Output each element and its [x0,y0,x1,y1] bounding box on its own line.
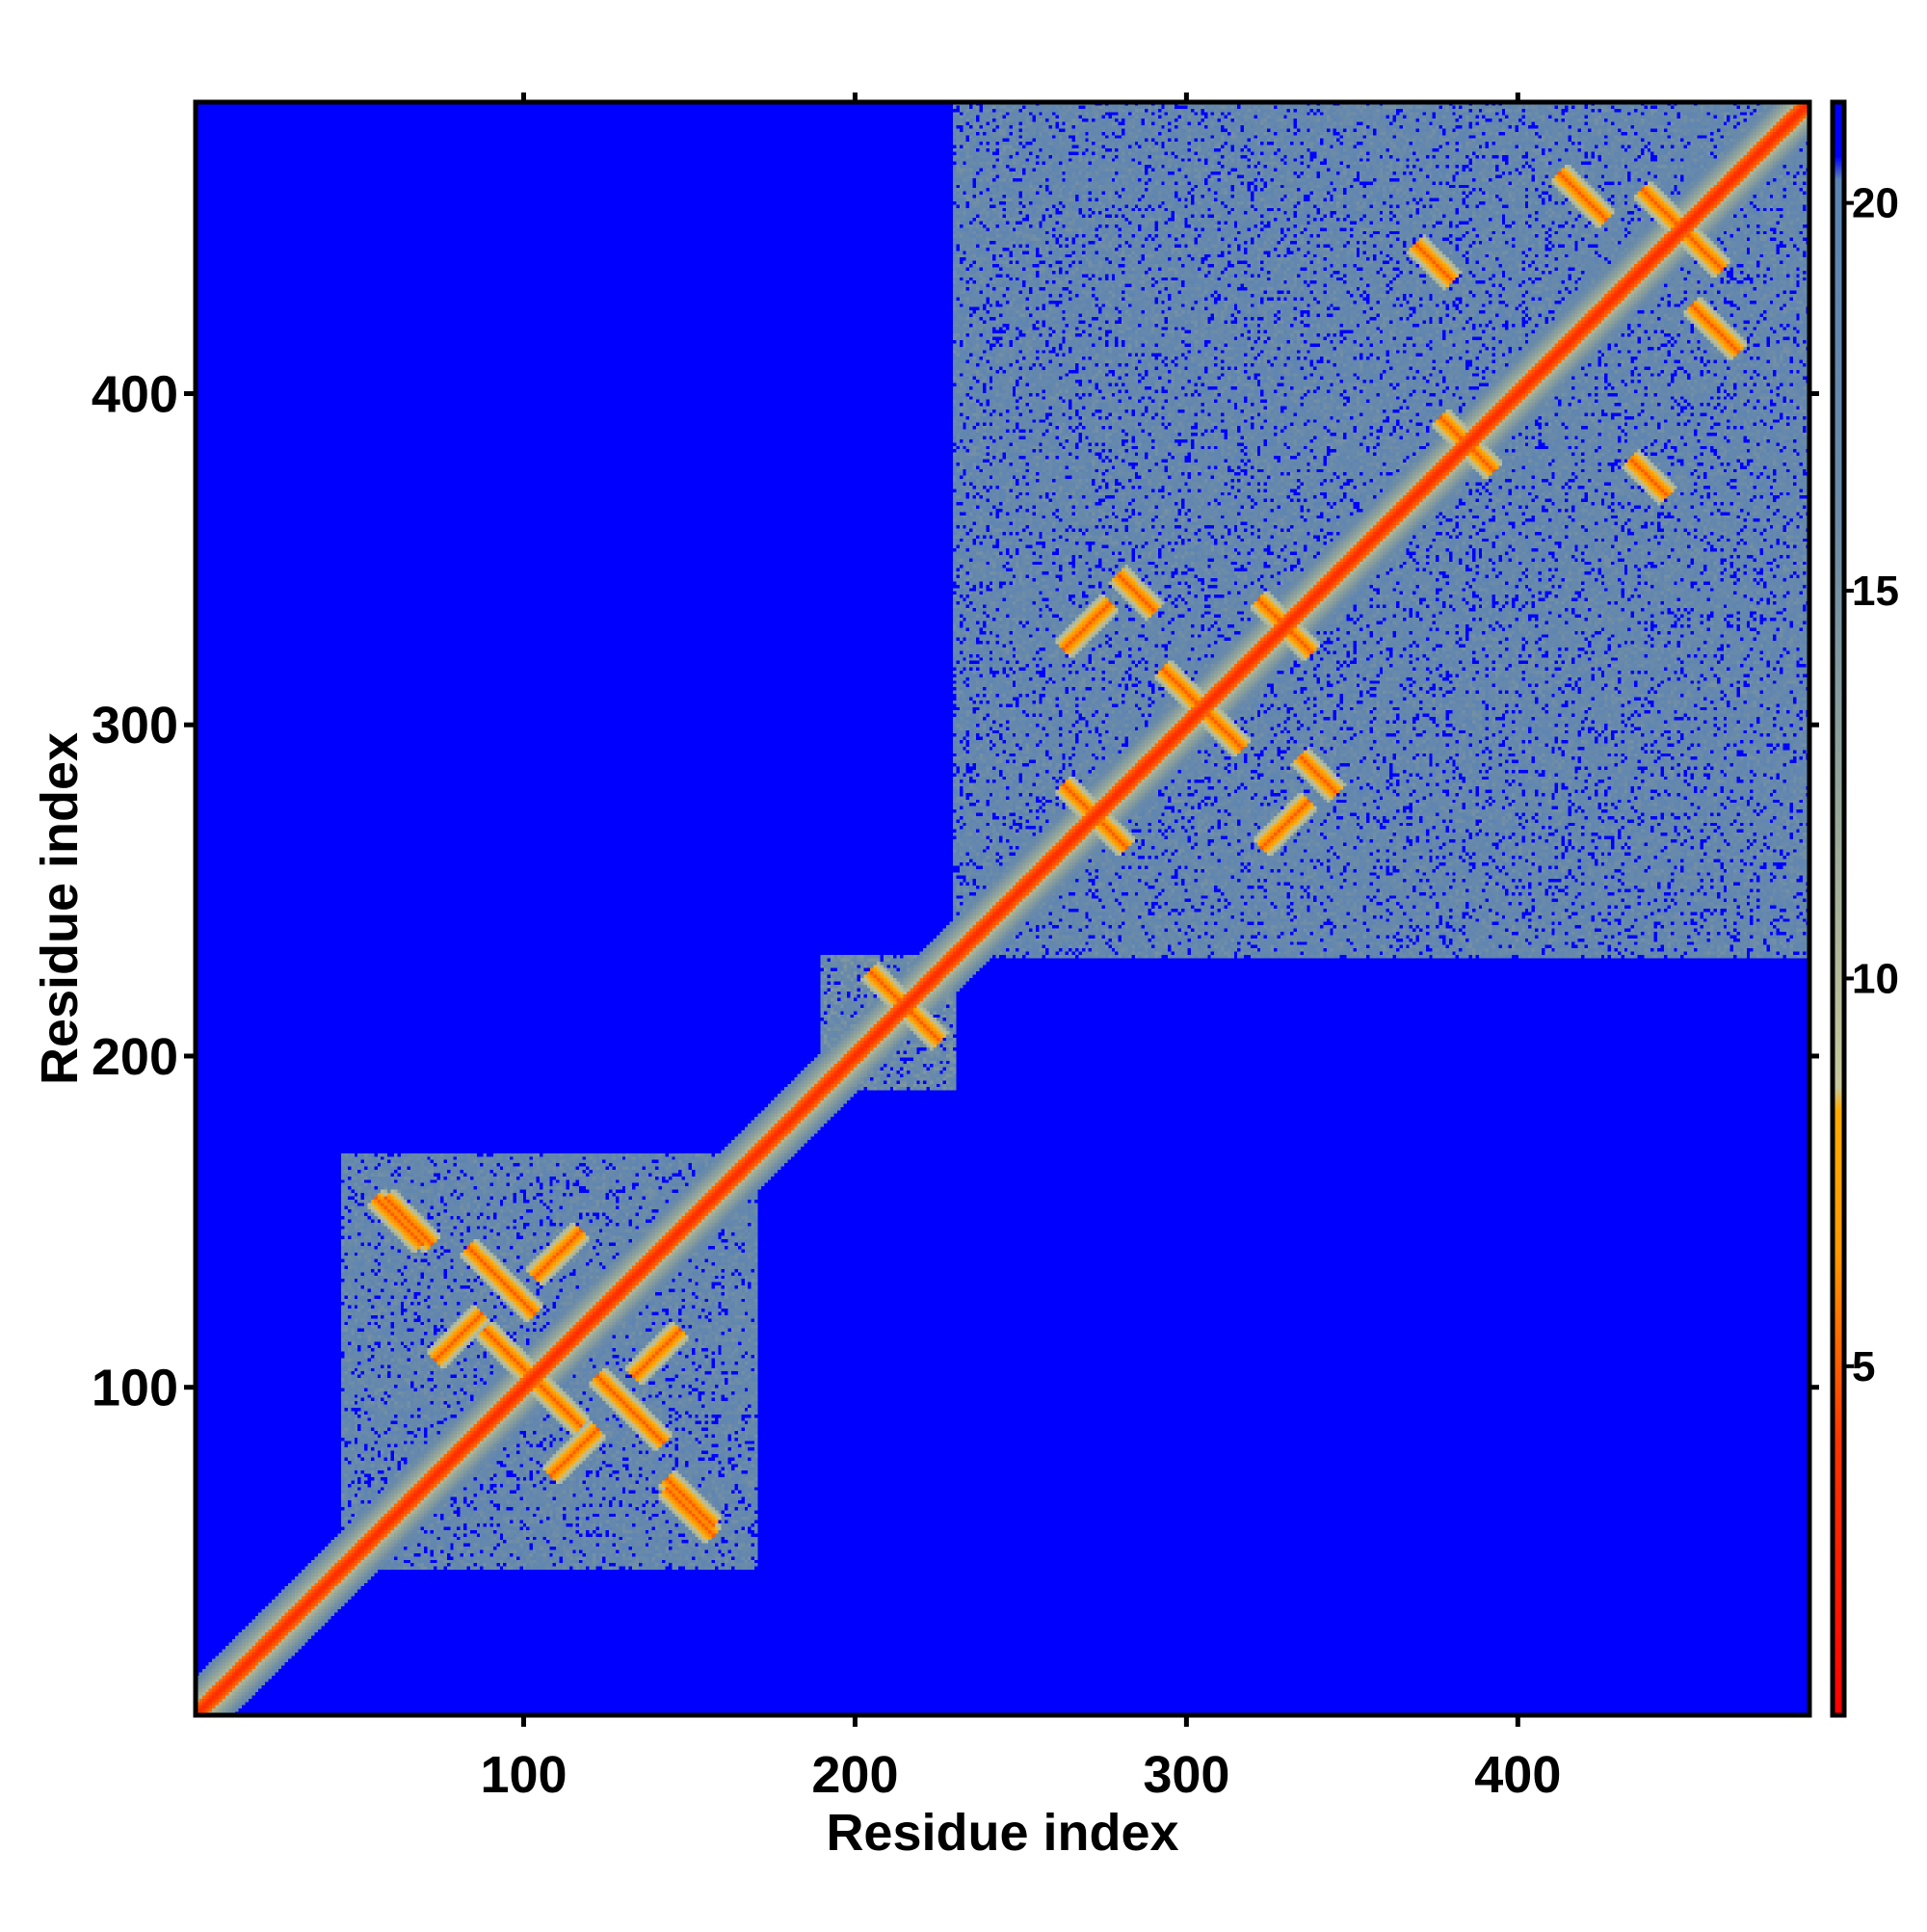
y-axis-label: Residue index [31,732,89,1085]
x-tick-label: 100 [480,1746,567,1804]
x-tick-label: 400 [1474,1746,1561,1804]
colorbar-tick-label: 20 [1852,180,1899,227]
colorbar-ticks: 5 10 15 20 [1844,180,1899,1390]
y-tick-label: 300 [92,697,178,754]
y-tick-label: 200 [92,1028,178,1086]
colorbar [1830,99,1847,1718]
plot-frame [193,99,1812,1718]
heatmap-image [196,102,1809,1715]
y-tick-label: 100 [92,1360,178,1417]
colorbar-tick-label: 15 [1852,568,1899,615]
x-axis-label: Residue index [826,1804,1178,1862]
colorbar-tick-label: 10 [1852,955,1899,1002]
y-tick-label: 400 [92,365,178,423]
x-tick-label: 200 [811,1746,898,1804]
x-axis-ticks: 100 200 300 400 [480,93,1561,1804]
x-tick-label: 300 [1143,1746,1229,1804]
colorbar-tick-label: 5 [1852,1343,1875,1390]
y-axis-ticks: 100 200 300 400 [92,365,1819,1417]
heatmap-cells [196,102,1809,1715]
